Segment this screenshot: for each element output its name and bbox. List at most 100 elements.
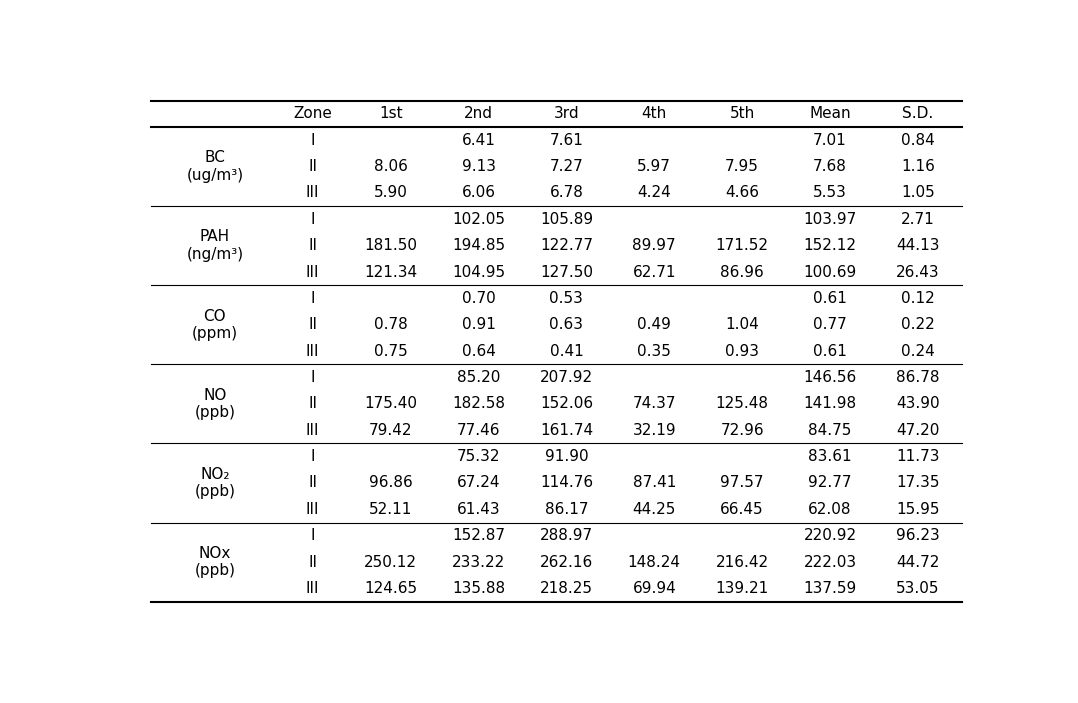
Text: 288.97: 288.97 (540, 528, 593, 543)
Text: NOx
(ppb): NOx (ppb) (194, 546, 235, 579)
Text: I: I (310, 449, 315, 464)
Text: 62.71: 62.71 (633, 264, 676, 280)
Text: I: I (310, 133, 315, 148)
Text: 233.22: 233.22 (452, 555, 506, 569)
Text: 92.77: 92.77 (808, 475, 852, 491)
Text: 4.24: 4.24 (637, 186, 672, 200)
Text: 69.94: 69.94 (633, 581, 676, 596)
Text: 135.88: 135.88 (452, 581, 506, 596)
Text: 97.57: 97.57 (720, 475, 764, 491)
Text: 3rd: 3rd (554, 106, 579, 122)
Text: 0.12: 0.12 (901, 291, 935, 306)
Text: 220.92: 220.92 (803, 528, 857, 543)
Text: 207.92: 207.92 (540, 370, 593, 385)
Text: 152.06: 152.06 (540, 396, 593, 411)
Text: 7.27: 7.27 (550, 159, 583, 174)
Text: 4th: 4th (641, 106, 667, 122)
Text: 44.25: 44.25 (633, 502, 676, 517)
Text: 125.48: 125.48 (716, 396, 769, 411)
Text: 141.98: 141.98 (803, 396, 857, 411)
Text: 1.05: 1.05 (901, 186, 935, 200)
Text: 5.53: 5.53 (813, 186, 847, 200)
Text: III: III (306, 344, 319, 359)
Text: 0.61: 0.61 (813, 344, 847, 359)
Text: 43.90: 43.90 (896, 396, 940, 411)
Text: 5th: 5th (730, 106, 755, 122)
Text: 0.93: 0.93 (725, 344, 759, 359)
Text: 91.90: 91.90 (544, 449, 589, 464)
Text: 0.77: 0.77 (813, 317, 847, 333)
Text: II: II (308, 396, 317, 411)
Text: 0.53: 0.53 (550, 291, 583, 306)
Text: 137.59: 137.59 (803, 581, 857, 596)
Text: 1st: 1st (378, 106, 402, 122)
Text: 6.41: 6.41 (461, 133, 496, 148)
Text: 104.95: 104.95 (452, 264, 506, 280)
Text: 194.85: 194.85 (452, 238, 506, 253)
Text: 11.73: 11.73 (896, 449, 940, 464)
Text: 66.45: 66.45 (720, 502, 764, 517)
Text: 83.61: 83.61 (808, 449, 852, 464)
Text: 0.49: 0.49 (637, 317, 672, 333)
Text: 175.40: 175.40 (364, 396, 417, 411)
Text: 0.75: 0.75 (374, 344, 407, 359)
Text: III: III (306, 581, 319, 596)
Text: 114.76: 114.76 (540, 475, 593, 491)
Text: CO
(ppm): CO (ppm) (192, 309, 238, 341)
Text: 74.37: 74.37 (633, 396, 676, 411)
Text: 171.52: 171.52 (716, 238, 769, 253)
Text: 2nd: 2nd (464, 106, 493, 122)
Text: Mean: Mean (810, 106, 851, 122)
Text: III: III (306, 502, 319, 517)
Text: 8.06: 8.06 (374, 159, 407, 174)
Text: 7.68: 7.68 (813, 159, 847, 174)
Text: S.D.: S.D. (902, 106, 934, 122)
Text: 86.78: 86.78 (896, 370, 940, 385)
Text: 44.13: 44.13 (896, 238, 940, 253)
Text: 84.75: 84.75 (808, 423, 852, 438)
Text: Zone: Zone (293, 106, 332, 122)
Text: 0.64: 0.64 (461, 344, 496, 359)
Text: 152.12: 152.12 (803, 238, 857, 253)
Text: 105.89: 105.89 (540, 212, 593, 227)
Text: 47.20: 47.20 (896, 423, 940, 438)
Text: 9.13: 9.13 (461, 159, 496, 174)
Text: II: II (308, 317, 317, 333)
Text: I: I (310, 370, 315, 385)
Text: 77.46: 77.46 (457, 423, 500, 438)
Text: 0.61: 0.61 (813, 291, 847, 306)
Text: 72.96: 72.96 (720, 423, 764, 438)
Text: 1.04: 1.04 (725, 317, 759, 333)
Text: III: III (306, 186, 319, 200)
Text: BC
(ug/m³): BC (ug/m³) (186, 150, 244, 183)
Text: 0.22: 0.22 (901, 317, 935, 333)
Text: 85.20: 85.20 (457, 370, 500, 385)
Text: 0.91: 0.91 (461, 317, 496, 333)
Text: 1.16: 1.16 (901, 159, 935, 174)
Text: 6.78: 6.78 (550, 186, 583, 200)
Text: 53.05: 53.05 (896, 581, 940, 596)
Text: 0.41: 0.41 (550, 344, 583, 359)
Text: 5.90: 5.90 (374, 186, 407, 200)
Text: 218.25: 218.25 (540, 581, 593, 596)
Text: 7.61: 7.61 (550, 133, 583, 148)
Text: 32.19: 32.19 (633, 423, 676, 438)
Text: 86.96: 86.96 (720, 264, 764, 280)
Text: 0.24: 0.24 (901, 344, 935, 359)
Text: 7.01: 7.01 (813, 133, 847, 148)
Text: I: I (310, 291, 315, 306)
Text: 96.86: 96.86 (369, 475, 413, 491)
Text: 26.43: 26.43 (896, 264, 940, 280)
Text: 87.41: 87.41 (633, 475, 676, 491)
Text: 79.42: 79.42 (369, 423, 413, 438)
Text: NO
(ppb): NO (ppb) (194, 387, 235, 420)
Text: 250.12: 250.12 (364, 555, 417, 569)
Text: 0.70: 0.70 (461, 291, 496, 306)
Text: 100.69: 100.69 (803, 264, 857, 280)
Text: 103.97: 103.97 (803, 212, 857, 227)
Text: 262.16: 262.16 (540, 555, 593, 569)
Text: 96.23: 96.23 (896, 528, 940, 543)
Text: 216.42: 216.42 (716, 555, 769, 569)
Text: 6.06: 6.06 (461, 186, 496, 200)
Text: 146.56: 146.56 (803, 370, 857, 385)
